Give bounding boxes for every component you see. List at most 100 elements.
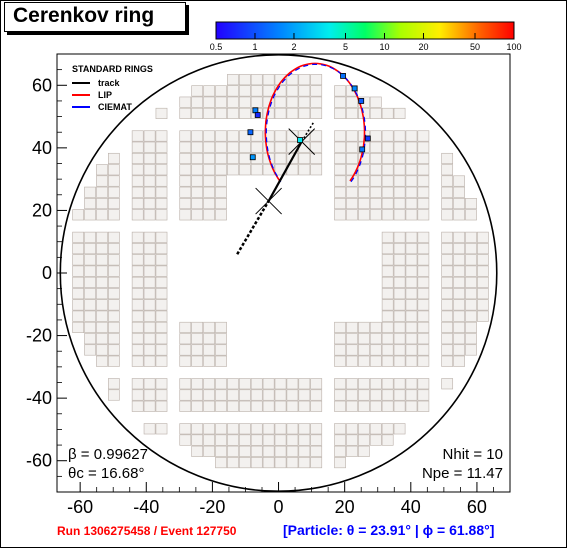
pmt-cell bbox=[310, 445, 323, 457]
pmt-cell bbox=[250, 141, 263, 153]
pmt-cell bbox=[346, 198, 358, 210]
pmt-cell bbox=[346, 445, 358, 457]
pmt-cell bbox=[405, 333, 418, 345]
pmt-cell bbox=[108, 321, 120, 333]
pmt-cell bbox=[369, 389, 382, 401]
pmt-cell bbox=[274, 389, 287, 401]
pmt-cell bbox=[405, 243, 418, 255]
pmt-cell bbox=[215, 85, 227, 97]
pmt-cell bbox=[405, 209, 418, 221]
pmt-cell bbox=[203, 423, 215, 435]
pmt-cell bbox=[203, 152, 215, 165]
pmt-cell bbox=[215, 107, 227, 119]
pmt-cell bbox=[417, 243, 430, 255]
pmt-cell bbox=[465, 333, 477, 345]
pmt-cell bbox=[215, 378, 227, 390]
pmt-cell bbox=[108, 276, 120, 288]
y-tick-label: -40 bbox=[26, 388, 52, 408]
pmt-cell bbox=[179, 400, 192, 412]
hit-marker bbox=[249, 154, 256, 161]
pmt-cell bbox=[346, 209, 358, 221]
pmt-cell bbox=[155, 130, 168, 142]
pmt-cell bbox=[143, 186, 156, 198]
pmt-cell bbox=[298, 152, 311, 165]
pmt-cell bbox=[250, 389, 263, 401]
hit-marker bbox=[358, 98, 365, 104]
y-axis: -60 -40 -20 0 20 40 60 bbox=[26, 69, 67, 477]
pmt-cell bbox=[203, 164, 215, 176]
pmt-cell bbox=[131, 344, 144, 356]
pmt-cell bbox=[108, 333, 120, 345]
pmt-cell bbox=[393, 265, 406, 277]
pmt-cell bbox=[310, 85, 323, 97]
pmt-cell bbox=[131, 130, 144, 142]
pmt-cell bbox=[191, 378, 204, 390]
pmt-cell bbox=[477, 243, 489, 255]
pmt-cell bbox=[155, 186, 168, 198]
pmt-cell bbox=[286, 434, 299, 446]
pmt-cell bbox=[417, 130, 430, 142]
pmt-cell bbox=[417, 400, 430, 412]
run-event-label: Run 1306275458 / Event 127750 bbox=[57, 524, 237, 538]
pmt-cell bbox=[393, 130, 406, 142]
pmt-cell bbox=[131, 400, 144, 412]
particle-label: [Particle: θ = 23.91° | ϕ = 61.88°] bbox=[283, 522, 494, 538]
pmt-cell bbox=[131, 333, 144, 345]
pmt-cell bbox=[203, 85, 215, 97]
pmt-cell bbox=[381, 243, 394, 255]
pmt-cell bbox=[227, 74, 239, 86]
pmt-cell bbox=[274, 457, 287, 469]
pmt-cell bbox=[238, 107, 251, 119]
pmt-cell bbox=[346, 389, 358, 401]
pmt-cell bbox=[405, 310, 418, 322]
pmt-cell bbox=[381, 164, 394, 176]
pmt-cell bbox=[405, 344, 418, 356]
pmt-cell bbox=[238, 96, 251, 108]
pmt-cell bbox=[346, 344, 358, 356]
pmt-cell bbox=[215, 445, 227, 457]
pmt-cell bbox=[227, 85, 239, 97]
pmt-cell bbox=[393, 310, 406, 322]
theta-c-value: θc = 16.68° bbox=[68, 465, 144, 482]
pmt-cell bbox=[215, 333, 227, 345]
pmt-cell bbox=[155, 231, 168, 243]
pmt-cell bbox=[203, 434, 215, 446]
pmt-cell bbox=[405, 288, 418, 300]
pmt-cell bbox=[84, 186, 96, 198]
pmt-cell bbox=[381, 209, 394, 221]
pmt-cell bbox=[96, 164, 108, 176]
pmt-cell bbox=[393, 423, 406, 435]
pmt-cell bbox=[369, 186, 382, 198]
pmt-cell bbox=[334, 186, 346, 198]
x-tick-label: 40 bbox=[401, 497, 421, 517]
pmt-cell bbox=[346, 378, 358, 390]
pmt-cell bbox=[262, 445, 275, 457]
pmt-cell bbox=[346, 186, 358, 198]
pmt-cell bbox=[334, 96, 346, 108]
radiator-cross bbox=[255, 187, 282, 215]
pmt-cell bbox=[96, 355, 108, 367]
pmt-cell bbox=[405, 152, 418, 165]
hit-marker bbox=[340, 73, 346, 79]
pmt-cell bbox=[262, 423, 275, 435]
pmt-cell bbox=[155, 254, 168, 266]
pmt-cell bbox=[238, 85, 251, 97]
pmt-cell bbox=[405, 265, 418, 277]
pmt-cell bbox=[274, 141, 287, 153]
pmt-cell bbox=[286, 400, 299, 412]
lip-ring bbox=[264, 62, 366, 182]
pmt-cell bbox=[143, 152, 156, 165]
pmt-cell bbox=[203, 355, 215, 367]
pmt-cell bbox=[238, 445, 251, 457]
pmt-cell bbox=[131, 389, 144, 401]
pmt-cell bbox=[334, 445, 346, 457]
pmt-cell bbox=[334, 423, 346, 435]
pmt-cell bbox=[179, 107, 192, 119]
pmt-cell bbox=[369, 130, 382, 142]
pmt-cell bbox=[334, 333, 346, 345]
pmt-cell bbox=[262, 434, 275, 446]
pmt-cell bbox=[334, 355, 346, 367]
pmt-cell bbox=[131, 378, 144, 390]
pmt-cell bbox=[453, 198, 465, 210]
